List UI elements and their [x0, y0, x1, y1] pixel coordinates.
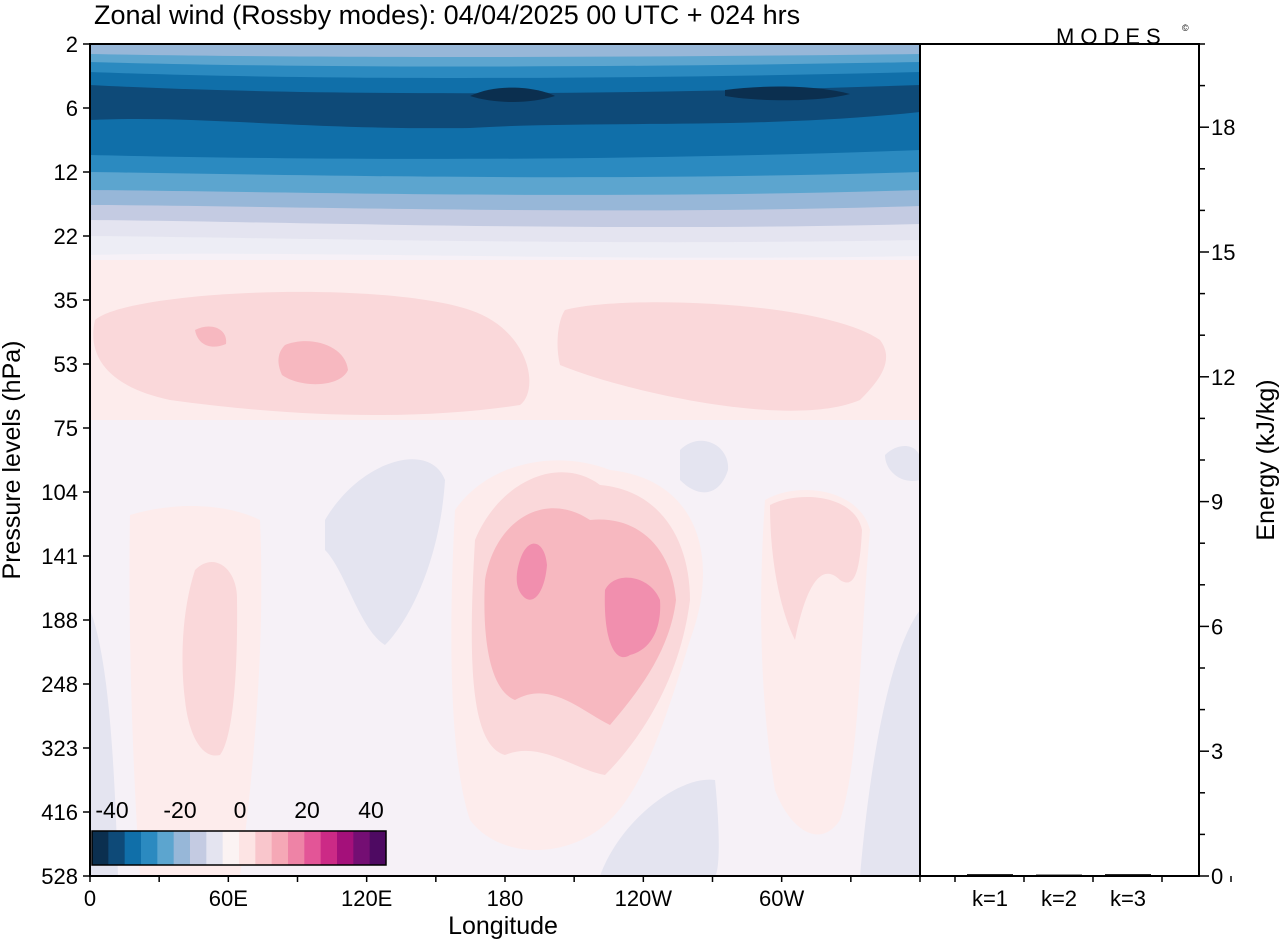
- colorbar-swatch: [353, 831, 371, 865]
- x-tick-label: 120W: [615, 886, 673, 911]
- y-tick-label: 22: [54, 224, 78, 249]
- colorbar-swatch: [108, 831, 126, 865]
- energy-panel-frame: [919, 43, 1200, 877]
- y-tick-label: 323: [41, 736, 78, 761]
- y-tick-label: 12: [54, 160, 78, 185]
- colorbar-swatch: [369, 831, 387, 865]
- energy-bars: k=1 k=2 k=3: [954, 874, 1232, 911]
- colorbar-tick-label: 0: [234, 797, 247, 823]
- colorbar-swatch: [92, 831, 109, 865]
- energy-tick-label: 12: [1211, 365, 1235, 390]
- colorbar-tick-label: 20: [294, 797, 320, 823]
- y-tick-label: 35: [54, 288, 78, 313]
- x-tick-label: 120E: [341, 886, 392, 911]
- energy-bar: [1036, 874, 1082, 877]
- contour-field: [90, 44, 920, 876]
- colorbar-tick-label: 40: [358, 797, 384, 823]
- colorbar: -40 -20 0 20 40: [91, 797, 387, 866]
- energy-tick-label: 9: [1211, 490, 1223, 515]
- energy-bar: [1105, 874, 1151, 877]
- colorbar-swatch: [271, 831, 289, 865]
- x-tick-label: 0: [84, 886, 96, 911]
- y-tick-label: 6: [66, 96, 78, 121]
- colorbar-swatch: [206, 831, 224, 865]
- x-axis-label: Longitude: [448, 912, 558, 940]
- y-tick-label: 188: [41, 608, 78, 633]
- colorbar-swatch: [173, 831, 191, 865]
- logo-copyright-mark: ©: [1182, 23, 1189, 33]
- y-tick-label: 2: [66, 32, 78, 57]
- colorbar-swatch: [124, 831, 142, 865]
- energy-category-label: k=2: [1041, 886, 1077, 911]
- colorbar-swatch: [190, 831, 207, 865]
- energy-category-label: k=3: [1110, 886, 1146, 911]
- colorbar-swatch: [288, 831, 305, 865]
- y-tick-label: 248: [41, 672, 78, 697]
- energy-tick-label: 0: [1211, 864, 1223, 889]
- energy-axis-label: Energy (kJ/kg): [1252, 379, 1280, 540]
- energy-axis: 0 3 6 9 12 15 18: [1199, 43, 1235, 889]
- colorbar-swatch: [255, 831, 273, 865]
- colorbar-swatch: [337, 831, 354, 865]
- y-tick-label: 53: [54, 352, 78, 377]
- energy-bar: [967, 874, 1013, 877]
- x-tick-label: 180: [487, 886, 524, 911]
- colorbar-swatch: [239, 831, 256, 865]
- energy-tick-label: 3: [1211, 739, 1223, 764]
- y-tick-label: 75: [54, 416, 78, 441]
- y-axis-label: Pressure levels (hPa): [0, 341, 26, 580]
- x-tick-label: 60E: [209, 886, 248, 911]
- colorbar-swatch: [157, 831, 175, 865]
- energy-tick-label: 18: [1211, 115, 1235, 140]
- y-axis: 2 6 12 22 35 53 75 104 141 188 248 323 416 528: [41, 32, 90, 889]
- energy-tick-label: 6: [1211, 614, 1223, 639]
- y-tick-label: 141: [41, 544, 78, 569]
- colorbar-swatch: [222, 831, 240, 865]
- energy-tick-label: 15: [1211, 240, 1235, 265]
- colorbar-swatch: [141, 831, 158, 865]
- colorbar-tick-label: -20: [163, 797, 196, 823]
- energy-category-label: k=1: [972, 886, 1008, 911]
- x-tick-label: 60W: [759, 886, 804, 911]
- y-tick-label: 416: [41, 800, 78, 825]
- colorbar-frame: [91, 830, 387, 866]
- x-axis: 0 60E 120E 180 120W 60W: [84, 876, 921, 911]
- colorbar-swatch: [320, 831, 338, 865]
- y-tick-label: 104: [41, 480, 78, 505]
- chart-title: Zonal wind (Rossby modes): 04/04/2025 00…: [94, 0, 800, 30]
- colorbar-tick-label: -40: [95, 797, 128, 823]
- colorbar-swatch: [304, 831, 322, 865]
- y-tick-label: 528: [41, 864, 78, 889]
